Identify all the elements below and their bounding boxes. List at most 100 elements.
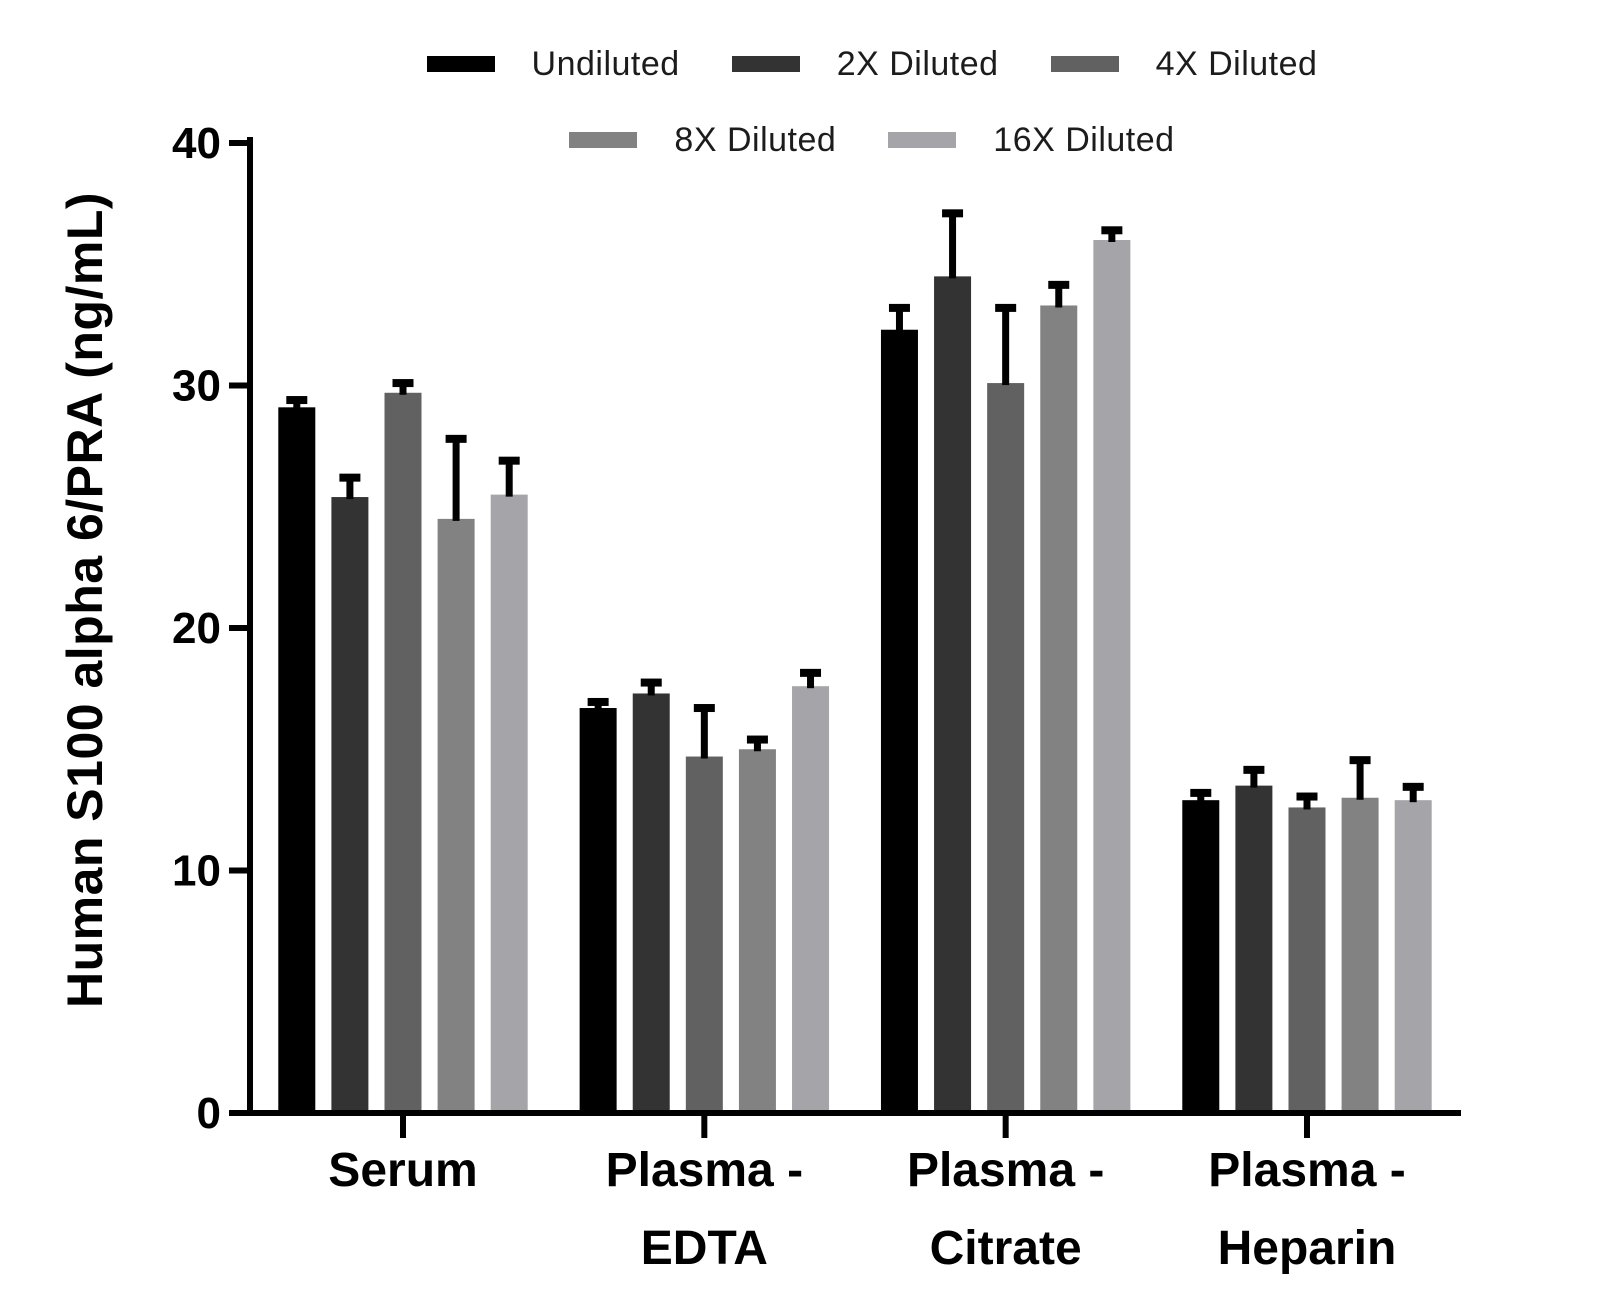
y-axis-tick-label-40: 40 — [172, 119, 221, 168]
bar-plasma-citrate-2x-diluted — [934, 276, 972, 1115]
error-bar-stem-plasma-citrate-8x-diluted — [1055, 284, 1063, 308]
error-bar-cap-plasma-heparin-8x-diluted — [1349, 756, 1371, 765]
error-bar-cap-plasma-edta-16x-diluted — [800, 668, 822, 677]
y-axis-tick-label-10: 10 — [172, 847, 221, 896]
legend-item-16x-diluted: 16X Diluted — [888, 120, 1174, 160]
error-bar-stem-plasma-edta-16x-diluted — [807, 672, 815, 689]
error-bar-stem-serum-4x-diluted — [399, 383, 407, 395]
error-bar-stem-plasma-edta-undiluted — [594, 701, 602, 711]
error-bar-cap-serum-16x-diluted — [498, 456, 520, 465]
error-bar-stem-plasma-citrate-2x-diluted — [949, 213, 957, 279]
x-category-label-plasma-heparin-line2: Heparin — [1218, 1222, 1397, 1275]
bar-plasma-edta-16x-diluted — [792, 686, 830, 1115]
error-bar-cap-plasma-heparin-16x-diluted — [1402, 782, 1424, 791]
error-bar-cap-serum-4x-diluted — [392, 379, 414, 388]
y-tick-10 — [229, 867, 247, 874]
legend-swatch-icon-16x-diluted — [888, 132, 957, 148]
error-bar-stem-plasma-heparin-2x-diluted — [1250, 769, 1258, 788]
y-tick-20 — [229, 625, 247, 631]
error-bar-stem-plasma-edta-2x-diluted — [647, 682, 655, 696]
error-bar-cap-plasma-citrate-2x-diluted — [942, 209, 964, 218]
error-bar-stem-plasma-edta-8x-diluted — [753, 739, 761, 752]
y-axis-tick-label-0: 0 — [197, 1089, 221, 1138]
legend-item-2x-diluted: 2X Diluted — [731, 44, 999, 84]
bar-serum-8x-diluted — [437, 518, 475, 1115]
legend-row-2: 8X Diluted 16X Diluted — [72, 120, 1600, 160]
bar-plasma-citrate-8x-diluted — [1040, 305, 1078, 1116]
error-bar-stem-plasma-edta-4x-diluted — [700, 708, 708, 759]
error-bar-stem-plasma-citrate-4x-diluted — [1002, 307, 1010, 386]
bar-plasma-heparin-4x-diluted — [1288, 807, 1326, 1115]
bar-plasma-edta-2x-diluted — [632, 693, 670, 1115]
bar-plasma-citrate-4x-diluted — [987, 383, 1025, 1115]
error-bar-cap-plasma-heparin-4x-diluted — [1296, 792, 1318, 801]
y-tick-40 — [229, 140, 247, 146]
x-category-label-serum-line1: Serum — [328, 1144, 477, 1197]
bar-plasma-edta-4x-diluted — [685, 756, 723, 1115]
legend-label-16x-diluted: 16X Diluted — [993, 121, 1175, 159]
bar-plasma-heparin-undiluted — [1182, 800, 1220, 1115]
legend-label-4x-diluted: 4X Diluted — [1155, 45, 1318, 83]
x-tick-plasma-edta — [701, 1116, 708, 1138]
legend-label-8x-diluted: 8X Diluted — [674, 121, 837, 159]
error-bar-cap-serum-undiluted — [286, 396, 308, 405]
error-bar-stem-plasma-heparin-undiluted — [1197, 792, 1205, 803]
legend-label-2x-diluted: 2X Diluted — [836, 45, 999, 83]
x-axis-line — [247, 1110, 1461, 1116]
legend-item-8x-diluted: 8X Diluted — [569, 120, 836, 160]
error-bar-cap-plasma-edta-2x-diluted — [640, 678, 662, 687]
x-tick-serum — [400, 1116, 406, 1138]
error-bar-stem-serum-8x-diluted — [452, 438, 460, 521]
legend-swatch-icon-4x-diluted — [1050, 56, 1119, 72]
x-category-label-plasma-citrate-line2: Citrate — [930, 1222, 1082, 1275]
y-axis-tick-label-20: 20 — [172, 604, 221, 653]
bar-plasma-heparin-8x-diluted — [1341, 797, 1379, 1115]
error-bar-stem-serum-16x-diluted — [505, 460, 513, 497]
error-bar-cap-plasma-heparin-2x-diluted — [1243, 765, 1265, 774]
x-category-label-plasma-edta-line1: Plasma - — [606, 1144, 803, 1197]
x-tick-plasma-heparin — [1303, 1116, 1310, 1138]
y-tick-0 — [229, 1110, 247, 1116]
legend-swatch-icon-undiluted — [426, 56, 495, 72]
y-axis-tick-label-30: 30 — [172, 362, 221, 411]
error-bar-cap-plasma-citrate-undiluted — [888, 303, 910, 312]
bar-plasma-citrate-undiluted — [880, 329, 918, 1116]
error-bar-cap-plasma-edta-undiluted — [587, 697, 609, 706]
legend-row-1: Undiluted 2X Diluted 4X Diluted — [72, 44, 1600, 84]
x-category-label-plasma-edta-line2: EDTA — [641, 1222, 768, 1275]
legend-item-4x-diluted: 4X Diluted — [1050, 44, 1318, 84]
bar-plasma-citrate-16x-diluted — [1093, 240, 1131, 1115]
legend-swatch-icon-8x-diluted — [569, 132, 638, 148]
error-bar-cap-plasma-citrate-8x-diluted — [1048, 280, 1070, 289]
y-tick-30 — [229, 382, 247, 389]
error-bar-stem-plasma-heparin-16x-diluted — [1409, 786, 1417, 803]
error-bar-cap-plasma-edta-8x-diluted — [746, 735, 768, 744]
bar-serum-4x-diluted — [384, 392, 422, 1115]
error-bar-stem-plasma-heparin-8x-diluted — [1356, 760, 1364, 800]
y-axis-title: Human S100 alpha 6/PRA (ng/mL) — [57, 191, 113, 1009]
error-bar-cap-plasma-edta-4x-diluted — [693, 704, 715, 713]
legend-item-undiluted: Undiluted — [426, 44, 680, 84]
legend: Undiluted 2X Diluted 4X Diluted 8X Diluted 1… — [0, 44, 1600, 160]
error-bar-cap-serum-2x-diluted — [339, 473, 361, 482]
bar-plasma-edta-undiluted — [579, 708, 617, 1115]
bar-plasma-heparin-2x-diluted — [1235, 785, 1273, 1115]
legend-swatch-icon-2x-diluted — [731, 56, 800, 72]
error-bar-cap-plasma-citrate-4x-diluted — [995, 303, 1017, 312]
error-bar-stem-serum-2x-diluted — [346, 477, 354, 500]
x-tick-plasma-citrate — [1002, 1116, 1009, 1138]
bar-serum-undiluted — [278, 407, 316, 1115]
error-bar-stem-plasma-citrate-undiluted — [895, 307, 903, 332]
y-axis-line — [247, 137, 253, 1116]
error-bar-stem-plasma-citrate-16x-diluted — [1108, 230, 1116, 242]
legend-label-undiluted: Undiluted — [531, 45, 680, 83]
error-bar-cap-serum-8x-diluted — [445, 434, 467, 443]
bar-serum-16x-diluted — [490, 494, 528, 1115]
x-category-label-plasma-heparin-line1: Plasma - — [1208, 1144, 1405, 1197]
bar-serum-2x-diluted — [331, 497, 369, 1115]
bar-plasma-edta-8x-diluted — [738, 749, 776, 1115]
error-bar-stem-plasma-heparin-4x-diluted — [1303, 796, 1311, 810]
x-category-label-plasma-citrate-line1: Plasma - — [907, 1144, 1104, 1197]
